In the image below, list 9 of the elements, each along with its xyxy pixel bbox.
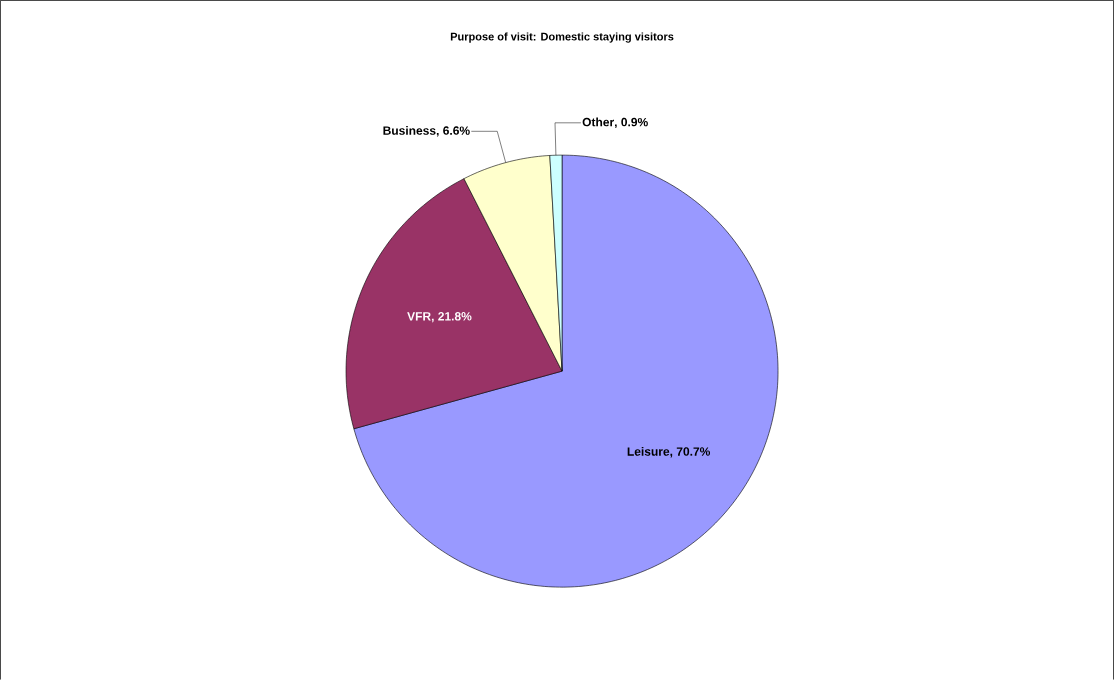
data-label: , 0.9%	[614, 117, 648, 129]
data-label: , 70.7%	[670, 447, 711, 458]
slice-label: Other	[582, 117, 614, 127]
data-label: , 21.8%	[431, 312, 472, 323]
slice-label: VFR	[407, 312, 431, 321]
data-label: , 6.6%	[436, 126, 470, 137]
slice-label: Leisure	[627, 446, 670, 456]
slice-label: Business	[383, 126, 436, 135]
chart-title: Purpose of visit: Domestic staying visitors	[450, 32, 674, 43]
